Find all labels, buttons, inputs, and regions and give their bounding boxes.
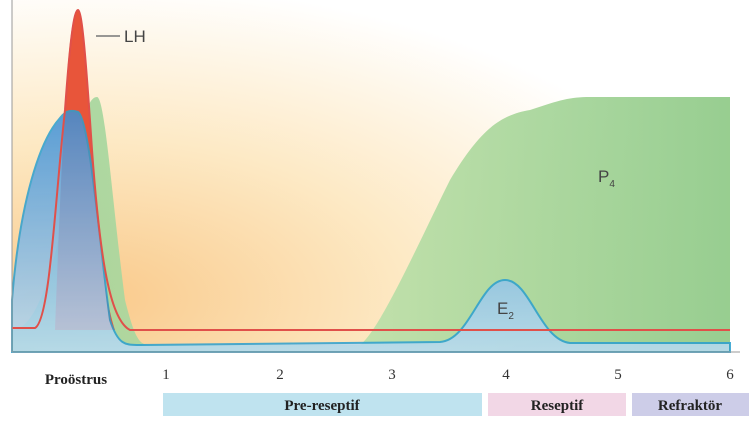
x-ticks: 1 2 3 4 5 6	[162, 367, 734, 383]
start-label: Proöstrus	[45, 372, 107, 388]
x-tick-label: 2	[276, 367, 284, 383]
phase-bar	[632, 393, 749, 416]
x-tick-label: 6	[726, 367, 734, 383]
x-tick-label: 5	[614, 367, 622, 383]
x-tick-label: 3	[388, 367, 396, 383]
phase-label: Pre-reseptif	[284, 398, 360, 414]
lh-curve	[12, 8, 730, 331]
p4-label: P4	[598, 167, 615, 190]
e2-curve	[11, 109, 731, 353]
e2-label: E2	[497, 299, 514, 322]
phase-label: Reseptif	[531, 398, 584, 414]
lh-label: LH	[124, 27, 146, 46]
x-tick-label: 1	[162, 367, 170, 383]
p4-curve	[12, 97, 730, 352]
phase-label: Refraktör	[658, 398, 722, 414]
phase-bar	[163, 393, 482, 416]
phase-bar	[488, 393, 626, 416]
x-tick-label: 4	[502, 367, 510, 383]
